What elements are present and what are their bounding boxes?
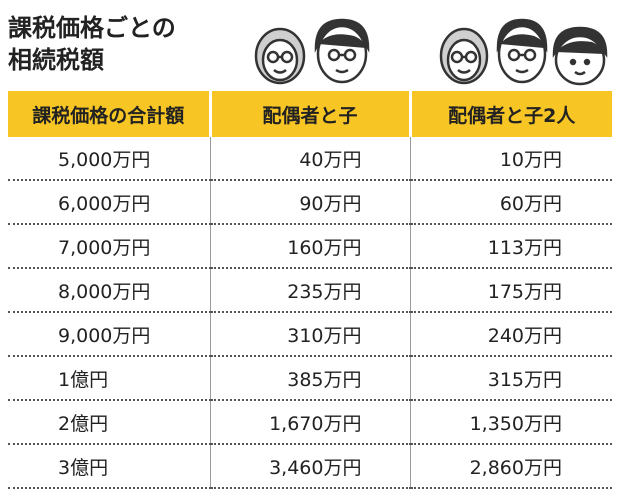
cell-tax-spouse-child: 40万円 (210, 137, 411, 181)
cell-tax-spouse-two-children: 113万円 (410, 224, 612, 269)
cell-taxable-amount: 3億円 (8, 444, 211, 489)
grandmother-face-icon (439, 27, 489, 85)
header-taxable-total: 課税価格の合計額 (8, 91, 212, 137)
table-row: 6,000万円 90万円 60万円 (8, 180, 612, 225)
grandmother-face-icon (254, 27, 306, 85)
cell-tax-spouse-two-children: 2,860万円 (410, 444, 612, 489)
cell-taxable-amount: 1億円 (8, 356, 211, 401)
cell-tax-spouse-two-children: 1,350万円 (410, 400, 612, 445)
title-line-2: 相続税額 (8, 46, 104, 74)
spouse-and-child-illustration (250, 14, 370, 88)
cell-taxable-amount: 7,000万円 (8, 224, 211, 269)
cell-tax-spouse-two-children: 10万円 (410, 137, 612, 181)
spouse-and-two-children-illustration (436, 14, 612, 88)
page-title: 課税価格ごとの 相続税額 (8, 12, 176, 76)
cell-tax-spouse-child: 235万円 (210, 268, 411, 313)
cell-tax-spouse-two-children: 175万円 (410, 268, 612, 313)
cell-tax-spouse-child: 385万円 (210, 356, 411, 401)
cell-taxable-amount: 9,000万円 (8, 312, 211, 357)
cell-tax-spouse-child: 3,460万円 (210, 444, 411, 489)
cell-taxable-amount: 5,000万円 (8, 137, 211, 181)
table-row: 5,000万円 40万円 10万円 (8, 137, 612, 181)
table-row: 8,000万円 235万円 175万円 (8, 268, 612, 313)
child-face-icon (552, 26, 608, 86)
cell-taxable-amount: 2億円 (8, 400, 211, 445)
table-row: 1億円 385万円 315万円 (8, 356, 612, 401)
cell-taxable-amount: 6,000万円 (8, 180, 211, 225)
table-header-row: 課税価格の合計額 配偶者と子 配偶者と子2人 (8, 91, 612, 137)
man-glasses-face-icon (496, 18, 548, 84)
cell-tax-spouse-child: 160万円 (210, 224, 411, 269)
cell-taxable-amount: 8,000万円 (8, 268, 211, 313)
man-glasses-face-icon (314, 18, 370, 84)
cell-tax-spouse-child: 1,670万円 (210, 400, 411, 445)
cell-tax-spouse-child: 310万円 (210, 312, 411, 357)
cell-tax-spouse-two-children: 240万円 (410, 312, 612, 357)
table-row: 9,000万円 310万円 240万円 (8, 312, 612, 357)
header-spouse-and-child: 配偶者と子 (210, 91, 412, 137)
cell-tax-spouse-child: 90万円 (210, 180, 411, 225)
table-row: 3億円 3,460万円 2,860万円 (8, 444, 612, 489)
cell-tax-spouse-two-children: 60万円 (410, 180, 612, 225)
cell-tax-spouse-two-children: 315万円 (410, 356, 612, 401)
inheritance-tax-table: 課税価格の合計額 配偶者と子 配偶者と子2人 5,000万円 40万円 10万円… (8, 91, 612, 489)
title-line-1: 課税価格ごとの (8, 14, 176, 42)
table-row: 7,000万円 160万円 113万円 (8, 224, 612, 269)
table-row: 2億円 1,670万円 1,350万円 (8, 400, 612, 445)
header-spouse-and-two-children: 配偶者と子2人 (410, 91, 612, 137)
